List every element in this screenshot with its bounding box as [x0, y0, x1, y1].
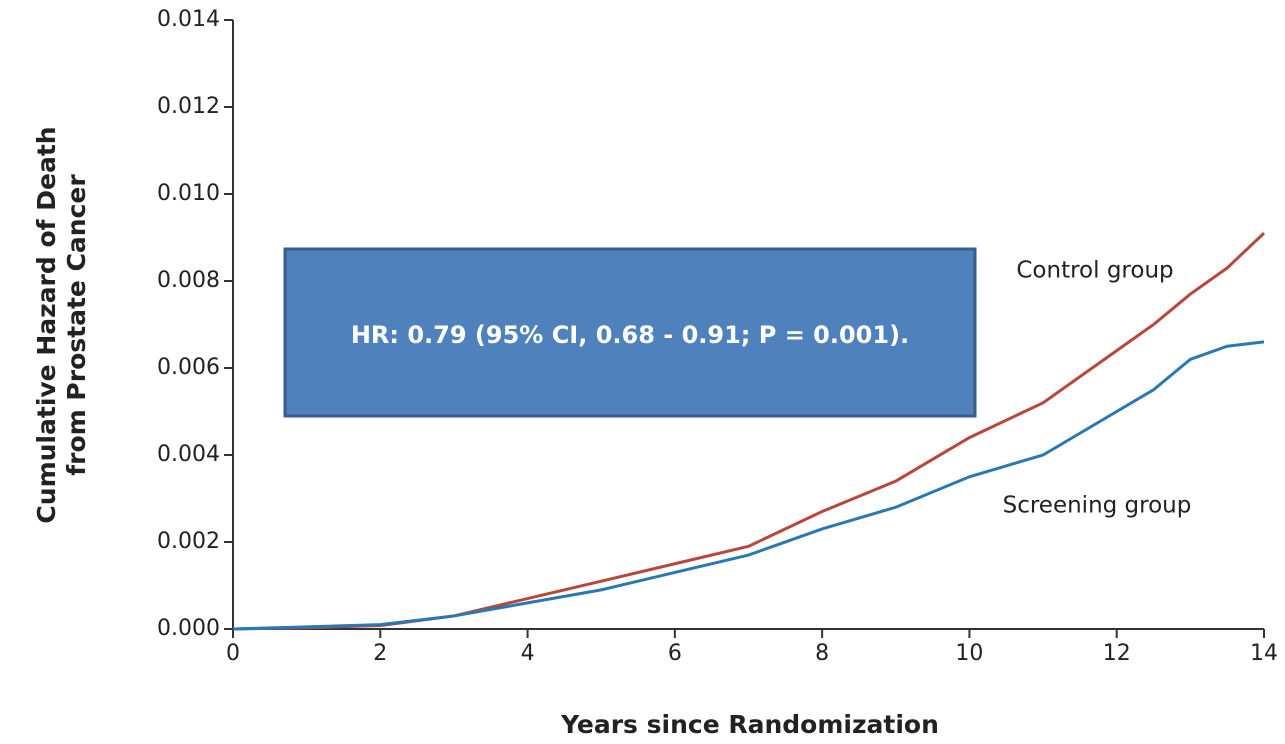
y-tick-label: 0.006: [157, 355, 220, 380]
annotation-box: [283, 247, 977, 418]
y-axis-label-line: Cumulative Hazard of Death: [32, 126, 61, 523]
x-tick-label: 6: [668, 641, 682, 666]
x-tick-label: 14: [1250, 641, 1278, 666]
series-line: [232, 340, 1265, 631]
x-tick-label: 2: [373, 641, 387, 666]
x-tick-label: 8: [815, 641, 829, 666]
y-axis-label: Cumulative Hazard of Death from Prostate…: [32, 126, 91, 523]
y-tick-label: 0.004: [157, 442, 220, 467]
x-axis-label: Years since Randomization: [560, 710, 939, 739]
y-axis-label-line: from Prostate Cancer: [62, 174, 91, 476]
y-tick-label: 0.010: [157, 181, 220, 206]
y-tick-label: 0.000: [157, 616, 220, 641]
annotation: Screening group: [1003, 493, 1192, 519]
annotation: HR: 0.79 (95% CI, 0.68 - 0.91; P = 0.001…: [351, 321, 909, 349]
y-tick-label: 0.002: [157, 529, 220, 554]
x-tick-label: 4: [521, 641, 535, 666]
x-tick-label: 12: [1103, 641, 1131, 666]
y-tick-label: 0.014: [157, 7, 220, 32]
x-tick-label: 10: [955, 641, 983, 666]
y-tick-label: 0.012: [157, 94, 220, 119]
annotation: Control group: [1016, 258, 1173, 284]
x-tick-label: 0: [226, 641, 240, 666]
y-tick-label: 0.008: [157, 268, 220, 293]
